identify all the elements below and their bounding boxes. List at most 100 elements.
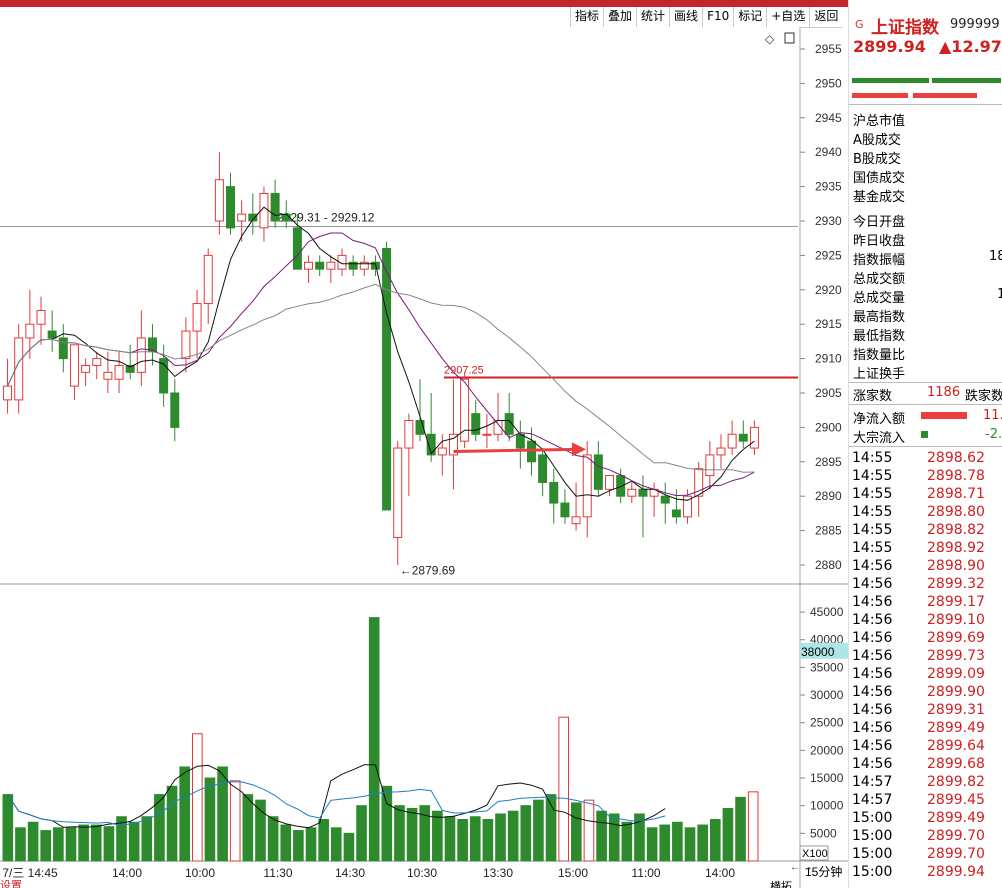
tick-price: 2899.32 (927, 576, 985, 592)
candle-body (270, 192, 280, 222)
toolbar-item-5[interactable]: 标记 (733, 7, 766, 27)
volume-bar (65, 827, 77, 862)
volume-bar (558, 716, 569, 862)
tick-row: 14:55 2898.78 (849, 468, 1002, 486)
panel-icon (784, 32, 795, 44)
tick-time: 14:55 (852, 540, 893, 556)
candle-body (292, 227, 302, 270)
inflow-bar (921, 412, 967, 419)
tick-time: 14:56 (852, 756, 893, 772)
kline-chart[interactable]: 2880 2885 2890 2895 2900 2905 2910 2915 2920 2925… (0, 27, 848, 888)
tick-time: 14:56 (852, 576, 893, 592)
candle-body (3, 385, 13, 401)
stat-label-10: 最高指数 (853, 310, 906, 325)
toolbar-item-1[interactable]: 叠加 (603, 7, 636, 27)
volume-bar (533, 799, 544, 862)
x-tick-label: 13:30 (483, 866, 513, 880)
tick-time: 14:56 (852, 630, 893, 646)
inflow-value: 11. (983, 408, 1002, 423)
candle-body (738, 433, 748, 442)
stat-label-9: 总成交量 (853, 291, 906, 306)
tick-time: 14:56 (852, 666, 893, 682)
g-mark: G (855, 18, 864, 31)
volume-bar (495, 813, 506, 862)
volume-bar (735, 796, 746, 862)
tick-time: 14:56 (852, 594, 893, 610)
stat-label-4: 基金成交 (853, 190, 906, 205)
x-tick-label: 14:30 (335, 866, 365, 880)
y-tick-label: 2900 (815, 420, 842, 434)
candle-body (749, 426, 759, 449)
x-tick-label: 10:30 (407, 866, 437, 880)
volume-bar (166, 785, 178, 862)
candle-body (560, 502, 570, 518)
y-tick-label: 2930 (815, 214, 842, 228)
block-value: -2.4 (985, 427, 1002, 442)
tick-row: 14:56 2899.90 (849, 684, 1002, 702)
vol-marker-label: 38000 (801, 645, 835, 659)
vol-ma5 (7, 764, 666, 829)
volume-bar (419, 805, 431, 862)
volume-bar (15, 827, 26, 862)
volume-bar (305, 827, 317, 862)
tick-price: 2899.73 (927, 648, 985, 664)
volume-bar (697, 824, 708, 862)
tick-row: 14:56 2899.17 (849, 594, 1002, 612)
candle-body (103, 371, 113, 380)
tick-time: 14:57 (852, 792, 893, 808)
y-tick-label: 2940 (815, 145, 842, 159)
candle-body (437, 447, 447, 456)
y-tick-label: 2925 (815, 248, 842, 262)
tick-row: 14:55 2898.82 (849, 522, 1002, 540)
volume-value: 1 (997, 287, 1002, 302)
volume-bar (267, 816, 279, 862)
tick-time: 14:55 (852, 486, 893, 502)
vol-ma10 (7, 781, 666, 826)
y-tick-label: 2905 (815, 386, 842, 400)
volume-bar (229, 780, 241, 862)
scroll-label: 横拓 (770, 879, 792, 888)
volume-bar (116, 816, 127, 862)
tick-price: 2899.09 (927, 666, 985, 682)
tick-price: 2898.78 (927, 468, 985, 484)
breadth-bar-red-2 (913, 93, 977, 98)
candle-body (616, 475, 626, 497)
volume-bar (722, 807, 734, 862)
toolbar-item-0[interactable]: 指标 (570, 7, 603, 27)
x-tick-label: 14:00 (112, 866, 142, 880)
ma5-line (7, 206, 755, 501)
rise-count: 1186 (927, 385, 961, 400)
tick-time: 14:55 (852, 504, 893, 520)
volume-bar (507, 810, 519, 862)
stat-label-13: 上证换手 (853, 367, 906, 382)
toolbar-item-3[interactable]: 画线 (669, 7, 702, 27)
tick-row: 14:56 2899.69 (849, 630, 1002, 648)
x-tick-label: 14:00 (705, 866, 735, 880)
stat-label-6: 昨日收盘 (853, 234, 906, 249)
tick-time: 14:56 (852, 720, 893, 736)
volume-bar (154, 794, 165, 862)
candle-body (504, 413, 514, 435)
tick-time: 14:57 (852, 774, 893, 790)
y-tick-label: 2935 (815, 180, 842, 194)
toolbar-item-7[interactable]: 返回 (809, 7, 842, 27)
toolbar-item-6[interactable]: +自选 (766, 7, 809, 27)
tick-price: 2899.64 (927, 738, 985, 754)
candle-body (593, 454, 603, 490)
volume-bar (368, 617, 380, 862)
y-tick-label: 2945 (815, 111, 842, 125)
toolbar-item-2[interactable]: 统计 (636, 7, 669, 27)
volume-bar (27, 821, 39, 862)
volume-bar (103, 826, 115, 862)
stat-label-7: 指数振幅 (853, 253, 906, 268)
separator (849, 104, 1002, 105)
tick-price: 2899.49 (927, 810, 985, 826)
tick-row: 14:56 2899.73 (849, 648, 1002, 666)
top-color-bar (0, 0, 1002, 7)
candle-body (359, 261, 369, 270)
index-name: 上证指数 (871, 18, 939, 38)
candle-body (538, 454, 548, 483)
toolbar-item-4[interactable]: F10 (702, 7, 733, 27)
volume-bar (571, 802, 582, 862)
tick-row: 14:55 2898.71 (849, 486, 1002, 504)
